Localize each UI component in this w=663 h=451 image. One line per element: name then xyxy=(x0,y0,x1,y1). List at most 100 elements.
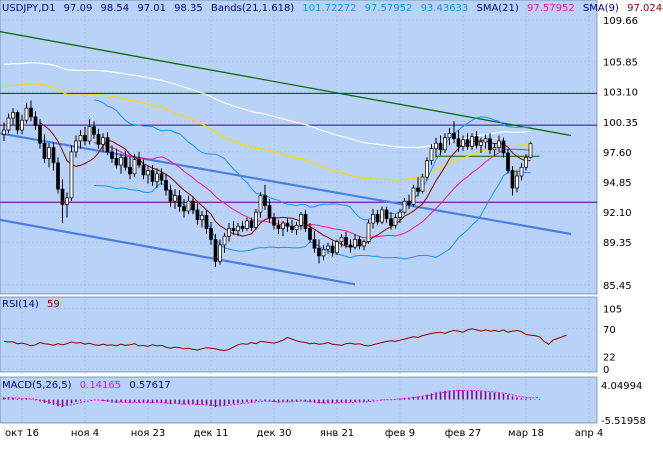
candle-body xyxy=(371,213,375,224)
candle-body xyxy=(452,132,456,140)
candle-body xyxy=(438,142,443,151)
candle-body xyxy=(209,228,213,240)
candle-body xyxy=(276,224,281,229)
rsi-header: RSI(14) 59 xyxy=(2,299,60,310)
candle-body xyxy=(186,200,191,212)
date-tick-label: фев 9 xyxy=(385,428,415,439)
candle-body xyxy=(105,137,110,153)
candle-body xyxy=(510,170,515,189)
rsi-tick-label: 105 xyxy=(603,305,622,316)
candle-body xyxy=(150,170,155,182)
bands-upper-value: 101.72272 xyxy=(302,3,356,14)
rsi-line xyxy=(3,328,567,352)
bollinger-upper-line xyxy=(93,99,531,221)
candle-body xyxy=(344,236,348,246)
candle-body xyxy=(389,218,393,226)
candle-body xyxy=(195,209,200,221)
candle-body xyxy=(200,215,204,221)
candle-body xyxy=(267,205,272,218)
sma9-line xyxy=(39,122,531,248)
candle-body xyxy=(204,215,209,229)
candle-body xyxy=(222,235,227,246)
candle-body xyxy=(492,147,497,151)
candle-body xyxy=(182,206,186,212)
candle-body xyxy=(92,126,96,135)
candle-body xyxy=(69,151,74,199)
candle-body xyxy=(299,213,303,226)
candle-body xyxy=(33,116,38,126)
date-tick-label: дек 11 xyxy=(193,428,228,439)
sma21-line xyxy=(93,142,531,239)
candle-body xyxy=(173,195,177,202)
candle-body xyxy=(218,244,222,262)
candle-body xyxy=(83,135,87,142)
rsi-indicator xyxy=(0,308,597,370)
candle-body xyxy=(483,138,488,143)
sma9-value: 97.02444 xyxy=(627,3,663,14)
close-value: 98.35 xyxy=(174,3,203,14)
candle-body xyxy=(425,160,429,178)
candle-body xyxy=(357,239,362,247)
price-tick-label: 94.85 xyxy=(603,178,632,189)
candle-body xyxy=(119,157,123,166)
rsi-label: RSI(14) xyxy=(2,299,39,310)
candle-body xyxy=(245,220,249,229)
candle-body xyxy=(528,143,533,158)
bands-middle-value: 97.57952 xyxy=(365,3,413,14)
macd-value-signal: 0.57617 xyxy=(129,380,170,391)
macd-panel[interactable] xyxy=(0,376,598,424)
candle-body xyxy=(141,164,146,176)
candle-body xyxy=(164,180,168,191)
price-tick-label: 92.10 xyxy=(603,208,632,219)
candle-body xyxy=(434,142,438,149)
candle-body xyxy=(497,140,501,148)
price-tick-label: 103.10 xyxy=(603,88,638,99)
candle-body xyxy=(474,136,479,146)
candle-body xyxy=(78,135,83,142)
date-tick-label: фев 27 xyxy=(445,428,482,439)
date-tick-label: ноя 4 xyxy=(71,428,99,439)
candle-body xyxy=(6,117,11,131)
candle-body xyxy=(231,228,236,232)
candle-body xyxy=(456,138,461,147)
macd-indicator xyxy=(3,390,541,408)
macd-tick-label: -5.51958 xyxy=(601,416,646,427)
candle-body xyxy=(263,195,267,206)
rsi-tick-label: 0 xyxy=(603,365,609,376)
axes: 109.66 105.85 103.10 100.35 97.60 94.85 92.10 8… xyxy=(5,16,646,439)
macd-label: MACD(5,26,5) xyxy=(2,380,72,391)
macd-tick-label: 4.04994 xyxy=(601,381,642,392)
price-tick-label: 100.35 xyxy=(603,118,638,129)
date-tick-label: апр 4 xyxy=(575,428,604,439)
candle-body xyxy=(137,159,141,166)
white-moving-average-line xyxy=(3,62,531,149)
candle-body xyxy=(60,188,65,205)
open-value: 97.09 xyxy=(64,3,93,14)
candle-body xyxy=(42,142,47,159)
candle-body xyxy=(470,136,474,147)
yellow-moving-average-line xyxy=(3,83,531,181)
rsi-panel[interactable] xyxy=(0,296,598,373)
candle-body xyxy=(258,195,263,213)
candle-body xyxy=(47,147,51,159)
price-tick-label: 85.45 xyxy=(603,281,632,292)
date-tick-label: ноя 23 xyxy=(131,428,166,439)
symbol: USDJPY,D1 xyxy=(2,3,55,14)
macd-value-main: 0.14165 xyxy=(80,380,121,391)
candle-body xyxy=(51,147,56,164)
candle-body xyxy=(348,244,353,248)
candle-body xyxy=(123,157,128,168)
candle-body xyxy=(177,195,182,207)
candle-body xyxy=(20,119,24,131)
sma9-label: SMA(9) xyxy=(583,3,619,14)
candle-body xyxy=(362,241,366,247)
candle-body xyxy=(519,166,524,177)
candle-body xyxy=(285,222,290,227)
header-line: USDJPY,D1 97.09 98.54 97.01 98.35 Bands(… xyxy=(2,3,663,14)
date-tick-label: окт 16 xyxy=(5,428,39,439)
high-value: 98.54 xyxy=(101,3,130,14)
candle-body xyxy=(312,239,317,249)
candle-body xyxy=(407,200,411,205)
candle-body xyxy=(308,228,312,240)
